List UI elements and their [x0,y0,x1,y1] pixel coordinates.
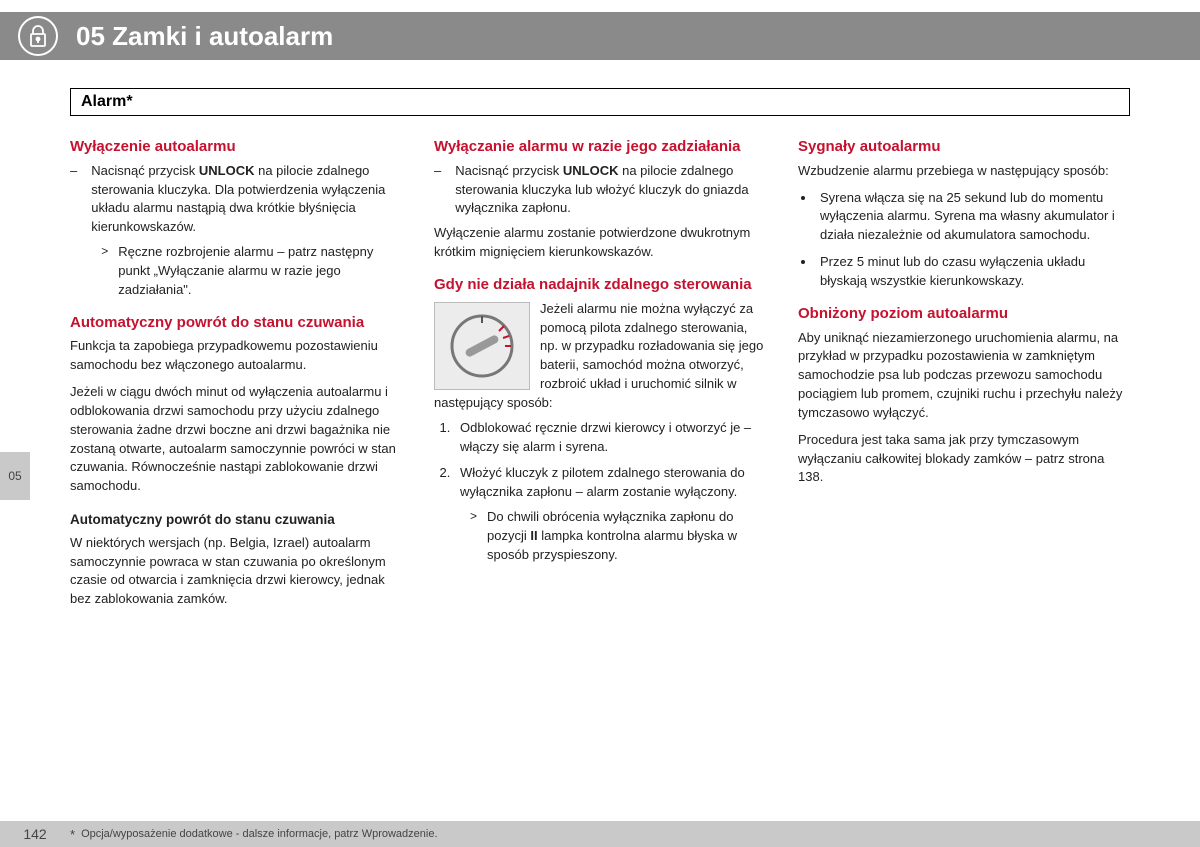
text: Nacisnąć przycisk [455,163,563,178]
header-bar: 05 Zamki i autoalarm [0,12,1200,60]
list: Nacisnąć przycisk UNLOCK na pilocie zdal… [434,162,766,219]
column-3: Sygnały autoalarmu Wzbudzenie alarmu prz… [798,136,1130,617]
side-tab: 05 [0,452,30,500]
list-item: Nacisnąć przycisk UNLOCK na pilocie zdal… [70,162,402,300]
content-area: Wyłączenie autoalarmu Nacisnąć przycisk … [70,136,1130,617]
sub-heading: Automatyczny powrót do stanu czuwania [70,510,402,530]
section-title: Alarm* [70,88,1130,116]
text: Ręczne rozbrojenie alarmu – patrz następ… [118,243,402,300]
paragraph: W niektórych wersjach (np. Belgia, Izrae… [70,534,402,609]
heading-remote-fail: Gdy nie działa nadajnik zdalnego sterowa… [434,274,766,296]
paragraph: Jeżeli w ciągu dwóch minut od wyłączenia… [70,383,402,496]
list-item: Włożyć kluczyk z pilotem zdalnego sterow… [454,464,766,564]
list-item: Odblokować ręcznie drzwi kierowcy i otwo… [454,419,766,457]
footnote-star: * [70,827,75,842]
heading-auto-return: Automatyczny powrót do stanu czuwania [70,312,402,334]
list-item: Nacisnąć przycisk UNLOCK na pilocie zdal… [434,162,766,219]
column-1: Wyłączenie autoalarmu Nacisnąć przycisk … [70,136,402,617]
nested-item: Do chwili obrócenia wyłącznika zapłonu d… [470,508,766,565]
list-item: Syrena włącza się na 25 sekund lub do mo… [816,189,1130,246]
list-item: Przez 5 minut lub do czasu wyłączenia uk… [816,253,1130,291]
ignition-switch-figure [434,302,530,390]
column-2: Wyłączanie alarmu w razie jego zadziałan… [434,136,766,617]
text: Włożyć kluczyk z pilotem zdalnego sterow… [460,465,745,499]
page-number: 142 [0,826,70,842]
heading-alarm-signals: Sygnały autoalarmu [798,136,1130,158]
text-bold: UNLOCK [563,163,619,178]
lock-icon [18,16,58,56]
heading-disable-alarm: Wyłączenie autoalarmu [70,136,402,158]
paragraph: Procedura jest taka sama jak przy tymcza… [798,431,1130,488]
float-block: Jeżeli alarmu nie można wyłączyć za pomo… [434,300,766,413]
heading-reduced-alarm: Obniżony poziom autoalarmu [798,303,1130,325]
footer-bar: 142 * Opcja/wyposażenie dodatkowe - dals… [0,821,1200,847]
heading-disable-triggered: Wyłączanie alarmu w razie jego zadziałan… [434,136,766,158]
paragraph: Funkcja ta zapobiega przypadkowemu pozos… [70,337,402,375]
paragraph: Aby uniknąć niezamierzonego uruchomienia… [798,329,1130,423]
text-bold: II [530,528,537,543]
bullet-list: Syrena włącza się na 25 sekund lub do mo… [798,189,1130,291]
text: Nacisnąć przycisk [91,163,199,178]
list: Nacisnąć przycisk UNLOCK na pilocie zdal… [70,162,402,300]
paragraph: Wyłączenie alarmu zostanie potwierdzone … [434,224,766,262]
text-bold: UNLOCK [199,163,255,178]
nested-item: Ręczne rozbrojenie alarmu – patrz następ… [101,243,402,300]
footnote-text: Opcja/wyposażenie dodatkowe - dalsze inf… [81,828,437,840]
paragraph: Wzbudzenie alarmu przebiega w następując… [798,162,1130,181]
ordered-list: Odblokować ręcznie drzwi kierowcy i otwo… [434,419,766,565]
chapter-title: 05 Zamki i autoalarm [76,21,333,52]
